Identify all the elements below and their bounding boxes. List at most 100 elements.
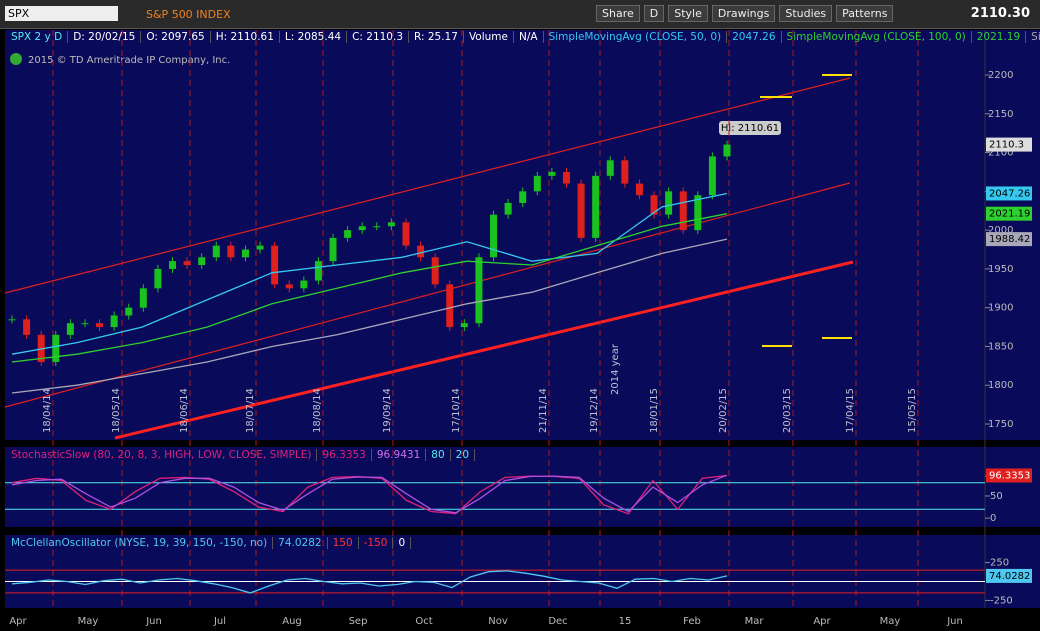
candle-body: [679, 191, 687, 231]
candle-body: [8, 319, 16, 321]
price-panel: [5, 30, 1040, 440]
toolbar-button[interactable]: Drawings: [711, 5, 776, 22]
date-marker-label: 18/04/14: [42, 388, 53, 433]
candle-body: [475, 257, 483, 324]
candle-body: [519, 191, 527, 203]
mcclellan-header: McClellanOscillator (NYSE, 19, 39, 150, …: [6, 537, 412, 549]
candle-body: [358, 226, 366, 231]
toolbar-button[interactable]: Style: [668, 5, 708, 22]
study-name: SimpleMovingAvg (CLOSE, 100, 0): [782, 31, 972, 43]
toolbar-button[interactable]: Studies: [779, 5, 833, 22]
candle-body: [300, 280, 308, 289]
value-badge-label: 2047.26: [989, 188, 1030, 199]
candle-body: [606, 160, 614, 176]
toolbar-button[interactable]: D: [643, 5, 665, 22]
trend-line: [4, 77, 851, 294]
date-marker-label: 18/01/15: [649, 388, 660, 433]
candle-body: [169, 261, 177, 269]
level-value: 0: [393, 537, 412, 549]
x-tick-label: Apr: [813, 616, 831, 627]
x-tick-label: Mar: [745, 616, 765, 627]
date-marker-label: 18/07/14: [245, 388, 256, 433]
y-tick-label: 2100: [988, 148, 1013, 159]
study-value: 2047.26: [727, 31, 782, 43]
price-header: SPX 2 y D D: 20/02/15 O: 2097.65 H: 2110.61…: [6, 31, 1040, 43]
candle-body: [562, 171, 570, 184]
value-badge-label: 2021.19: [989, 209, 1030, 220]
value-badge: [986, 568, 1032, 583]
date-marker-label: 17/04/15: [845, 388, 856, 433]
candle-body: [329, 237, 337, 262]
candle-body: [125, 307, 133, 316]
x-tick-label: Oct: [415, 616, 432, 627]
last-price: 2110.30: [970, 6, 1030, 21]
info-icon[interactable]: [10, 53, 22, 65]
candle-body: [96, 323, 104, 328]
candle-body: [635, 183, 643, 196]
candle-body: [183, 261, 191, 266]
y-tick-label: 1750: [988, 419, 1013, 430]
toolbar-buttons: Share D Style Drawings Studies Patterns: [596, 5, 894, 22]
candle-body: [314, 261, 322, 281]
y-tick-label: 1950: [988, 264, 1013, 275]
candle-body: [198, 257, 206, 266]
candle-body: [665, 191, 673, 215]
y-tick-label: 1800: [988, 380, 1013, 391]
moving-average: [11, 213, 728, 363]
candle-body: [110, 315, 118, 328]
level-value: 20: [451, 449, 476, 461]
header-item: C: 2110.3: [347, 31, 410, 43]
date-marker-label: 18/08/14: [312, 388, 323, 433]
candle-body: [227, 245, 235, 258]
y-tick-label: 250: [990, 558, 1009, 569]
candle-body: [490, 214, 498, 258]
x-tick-label: Apr: [9, 616, 27, 627]
toolbar-button[interactable]: Share: [596, 5, 640, 22]
y-tick-label: 50: [990, 491, 1003, 502]
date-marker-label: 18/05/14: [111, 388, 122, 433]
x-tick-label: Jun: [145, 616, 162, 627]
candle-body: [139, 288, 147, 308]
copyright: 2015 © TD Ameritrade IP Company, Inc.: [28, 55, 230, 66]
x-tick-label: Sep: [349, 616, 368, 627]
y-tick-label: 1900: [988, 303, 1013, 314]
header-item: R: 25.17: [409, 31, 464, 43]
value-badge-label: 96.3353: [989, 470, 1030, 481]
candle-body: [548, 171, 556, 176]
date-marker-label: 20/03/15: [782, 388, 793, 433]
candle-body: [52, 334, 60, 362]
x-tick-label: Jun: [946, 616, 963, 627]
study-name: McClellanOscillator (NYSE, 19, 39, 150, …: [6, 537, 274, 549]
symbol-input[interactable]: SPX: [5, 6, 118, 21]
moving-average: [11, 192, 728, 355]
toolbar-button[interactable]: Patterns: [836, 5, 894, 22]
indicator-line: [11, 570, 728, 594]
date-marker-label: 2014 year: [610, 343, 621, 395]
level-value: -150: [359, 537, 394, 549]
study-name: StochasticSlow (80, 20, 8, 3, HIGH, LOW,…: [6, 449, 318, 461]
candle-body: [271, 245, 279, 285]
date-marker-label: 18/06/14: [179, 388, 190, 433]
header-item: O: 2097.65: [141, 31, 211, 43]
candle-body: [81, 323, 89, 325]
x-tick-label: Dec: [548, 616, 567, 627]
value-badge: [986, 206, 1032, 221]
moving-average: [11, 238, 728, 394]
study-value: 74.0282: [273, 537, 328, 549]
candle-body: [66, 323, 74, 335]
header-item: Volume: [464, 31, 514, 43]
candle-body: [241, 249, 249, 258]
header-item: L: 2085.44: [280, 31, 348, 43]
value-badge: [986, 468, 1032, 483]
date-marker-label: 21/11/14: [538, 388, 549, 433]
date-marker-label: 15/05/15: [907, 388, 918, 433]
candle-body: [650, 195, 658, 215]
x-tick-label: May: [880, 616, 901, 627]
candle-body: [621, 160, 629, 184]
value-badge-label: 2110.3: [989, 140, 1024, 151]
candle-body: [694, 195, 702, 231]
x-tick-label: Feb: [683, 616, 701, 627]
header-item: N/A: [514, 31, 544, 43]
study-value: 96.9431: [372, 449, 427, 461]
